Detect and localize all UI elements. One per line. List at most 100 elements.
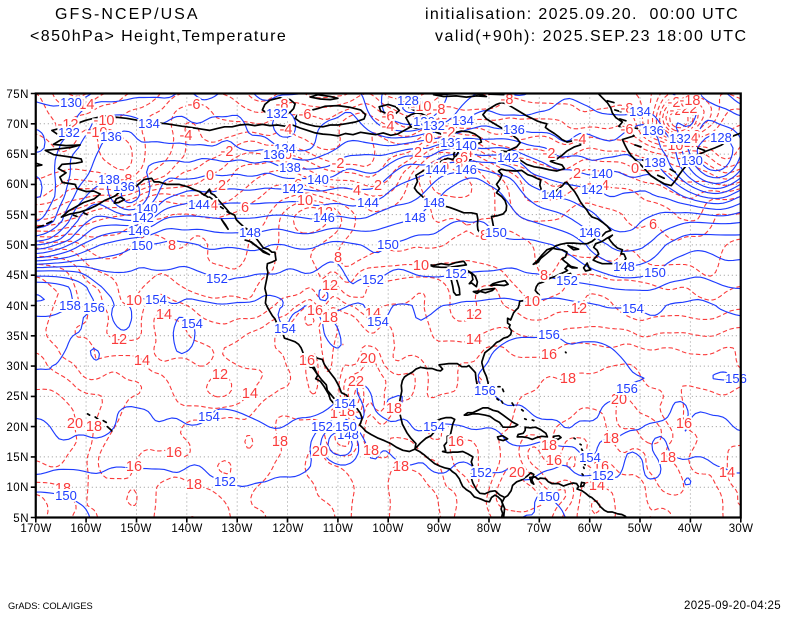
svg-text:10: 10: [126, 293, 142, 309]
svg-text:152: 152: [445, 266, 467, 281]
svg-text:-2: -2: [221, 144, 234, 160]
svg-text:160W: 160W: [70, 523, 101, 535]
svg-text:8: 8: [455, 156, 463, 172]
svg-text:150: 150: [377, 237, 399, 252]
svg-text:2: 2: [374, 178, 382, 194]
svg-text:8: 8: [480, 228, 488, 244]
svg-text:4: 4: [601, 178, 609, 194]
svg-text:130: 130: [60, 95, 82, 110]
svg-text:144: 144: [541, 187, 563, 202]
svg-text:20: 20: [509, 465, 525, 481]
svg-text:14: 14: [134, 353, 150, 369]
svg-text:18: 18: [660, 450, 676, 466]
svg-text:138: 138: [440, 135, 462, 150]
svg-text:136: 136: [100, 129, 122, 144]
svg-text:20: 20: [312, 444, 328, 460]
svg-text:154: 154: [367, 314, 389, 329]
svg-text:-4: -4: [180, 128, 193, 144]
svg-text:10: 10: [297, 193, 313, 209]
svg-text:2: 2: [573, 166, 581, 182]
svg-text:-6: -6: [382, 109, 395, 125]
svg-text:154: 154: [198, 409, 220, 424]
svg-text:128: 128: [397, 93, 419, 108]
svg-text:18: 18: [272, 434, 288, 450]
svg-text:158: 158: [59, 298, 81, 313]
svg-text:132: 132: [266, 106, 288, 121]
svg-text:136: 136: [503, 122, 525, 137]
svg-text:-10: -10: [87, 125, 108, 141]
svg-text:154: 154: [423, 419, 445, 434]
svg-text:30W: 30W: [729, 523, 754, 535]
svg-text:130: 130: [413, 114, 435, 129]
svg-text:134: 134: [274, 141, 296, 156]
svg-text:-2: -2: [443, 125, 456, 141]
svg-text:-4: -4: [382, 119, 395, 135]
svg-text:152: 152: [470, 465, 492, 480]
svg-text:-6: -6: [188, 97, 201, 113]
svg-text:4: 4: [210, 198, 218, 214]
svg-text:142: 142: [282, 181, 304, 196]
svg-text:-6: -6: [621, 122, 634, 138]
svg-text:8: 8: [334, 250, 342, 266]
svg-text:130W: 130W: [221, 523, 252, 535]
svg-text:30N: 30N: [6, 361, 29, 373]
svg-text:15N: 15N: [6, 452, 29, 464]
svg-text:136: 136: [263, 147, 285, 162]
svg-text:156: 156: [616, 381, 638, 396]
svg-text:14: 14: [589, 478, 605, 494]
svg-text:150: 150: [644, 265, 666, 280]
svg-text:14: 14: [156, 307, 172, 323]
svg-text:-14: -14: [74, 97, 95, 113]
svg-text:140: 140: [455, 138, 477, 153]
svg-text:130: 130: [681, 153, 703, 168]
svg-text:120W: 120W: [272, 523, 303, 535]
svg-text:-20: -20: [668, 95, 689, 111]
svg-text:150: 150: [335, 419, 357, 434]
svg-text:5N: 5N: [13, 513, 29, 525]
svg-text:12: 12: [466, 307, 482, 323]
svg-text:0: 0: [206, 168, 214, 184]
svg-text:128: 128: [710, 130, 732, 145]
svg-text:14: 14: [466, 332, 482, 348]
svg-text:138: 138: [644, 155, 666, 170]
svg-text:6: 6: [294, 177, 302, 193]
svg-text:12: 12: [571, 301, 587, 317]
svg-text:18: 18: [322, 310, 338, 326]
svg-text:50N: 50N: [6, 240, 29, 252]
svg-text:152: 152: [556, 273, 578, 288]
svg-text:16: 16: [676, 416, 692, 432]
svg-text:140: 140: [307, 172, 329, 187]
svg-text:18: 18: [186, 477, 202, 493]
svg-text:0: 0: [284, 147, 292, 163]
svg-text:-2: -2: [332, 156, 345, 172]
svg-text:148: 148: [239, 225, 261, 240]
svg-text:18: 18: [560, 371, 576, 387]
svg-text:16: 16: [299, 353, 315, 369]
svg-text:16: 16: [126, 459, 142, 475]
svg-text:45N: 45N: [6, 270, 29, 282]
svg-text:18: 18: [603, 431, 619, 447]
svg-text:70W: 70W: [527, 523, 552, 535]
svg-text:14: 14: [719, 465, 735, 481]
svg-text:146: 146: [313, 210, 335, 225]
svg-text:154: 154: [181, 316, 203, 331]
svg-text:-24: -24: [670, 103, 691, 119]
svg-text:-14: -14: [678, 131, 699, 147]
svg-text:16: 16: [166, 445, 182, 461]
svg-text:-10: -10: [94, 113, 115, 129]
svg-text:14: 14: [365, 306, 381, 322]
svg-text:16: 16: [546, 453, 562, 469]
svg-text:154: 154: [334, 396, 356, 411]
svg-text:14: 14: [242, 386, 258, 402]
svg-text:146: 146: [128, 223, 150, 238]
svg-text:134: 134: [138, 116, 160, 131]
svg-text:132: 132: [423, 118, 445, 133]
svg-text:136: 136: [113, 179, 135, 194]
svg-text:144: 144: [425, 162, 447, 177]
svg-text:-22: -22: [677, 101, 698, 117]
svg-text:148: 148: [337, 427, 359, 442]
svg-text:10: 10: [524, 294, 540, 310]
svg-text:140: 140: [136, 201, 158, 216]
svg-text:170W: 170W: [20, 523, 51, 535]
svg-text:20: 20: [67, 416, 83, 432]
